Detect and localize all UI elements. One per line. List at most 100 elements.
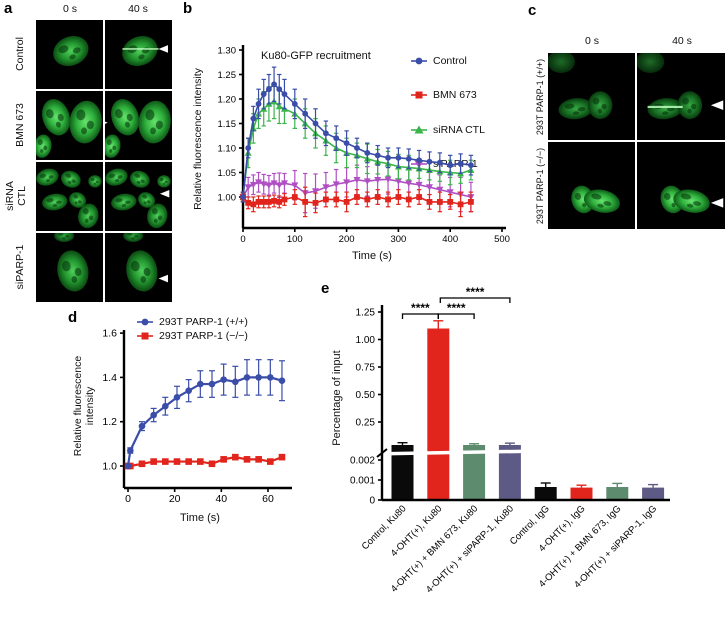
bar [534, 487, 557, 500]
nucleus-blob [126, 250, 158, 292]
cell-nucleus [138, 192, 156, 208]
nucleolus-spot [664, 192, 671, 200]
series-293t-parp-1- [124, 359, 286, 470]
nucleolus-spot [143, 201, 147, 205]
data-point-marker [416, 194, 423, 200]
data-point-marker [255, 374, 262, 381]
micrograph-background [637, 142, 725, 229]
series-line [242, 196, 472, 206]
data-point-marker [255, 456, 262, 463]
nucleolus-spot [71, 179, 76, 183]
micrograph-image [637, 53, 725, 140]
nucleolus-spot [72, 47, 81, 54]
cell-nucleus [78, 203, 99, 229]
bar [606, 487, 629, 500]
nucleolus-spot [597, 203, 604, 208]
nucleolus-spot [601, 103, 607, 110]
nucleolus-spot [55, 121, 61, 128]
nucleolus-spot [57, 233, 64, 236]
nucleus-blob [677, 91, 703, 120]
nucleus-blob [105, 168, 128, 186]
data-point-marker [260, 91, 267, 97]
cell-nucleus [583, 189, 620, 213]
nucleolus-spot [143, 267, 151, 276]
nucleolus-spot [597, 108, 603, 114]
data-point-marker [364, 150, 371, 156]
bar-category-label: 4-OHT(+) + BMN 673, Ku80 [389, 503, 480, 594]
data-point-marker [291, 101, 298, 107]
nucleolus-spot [662, 111, 669, 115]
data-point-marker [220, 376, 227, 383]
legend-label: 293T PARP-1 (−/−) [159, 330, 248, 342]
x-tick-label: 40 [215, 493, 227, 505]
micrograph-cell [36, 20, 103, 89]
data-point-marker [250, 115, 257, 122]
cell-nucleus [105, 134, 121, 158]
nucleolus-spot [164, 180, 168, 184]
data-point-marker [374, 152, 381, 159]
bar-category-label: Control, Ku80 [360, 503, 409, 552]
data-point-marker [265, 182, 273, 189]
micrograph-cell [105, 233, 172, 302]
nucleus-blob [88, 175, 102, 188]
y-tick-label: 1.10 [218, 143, 237, 154]
data-point-marker [239, 193, 247, 200]
data-point-marker [353, 176, 361, 184]
nucleolus-spot [574, 192, 582, 200]
data-point-marker [270, 97, 278, 105]
cell-nucleus [147, 203, 168, 229]
legend-label: BMN 673 [433, 89, 477, 101]
data-point-marker [322, 184, 330, 191]
panel-b-y-axis-label: Relative fluorescence intensity [192, 68, 204, 210]
panel-d-letter: d [68, 309, 78, 326]
nucleolus-spot [65, 173, 72, 178]
nucleus-blob [588, 91, 613, 120]
data-point-marker [275, 102, 283, 110]
nucleolus-spot [71, 276, 78, 283]
y-tick-label: 0.75 [356, 363, 376, 374]
bar-category-label: 4-OHT(+), Ku80 [389, 503, 445, 559]
micrograph-image [36, 233, 103, 302]
data-point-marker [276, 86, 283, 93]
bar-category-label: 4-OHT(+), IgG [537, 503, 588, 554]
nucleolus-spot [74, 267, 82, 276]
data-point-marker [322, 137, 330, 144]
data-point-marker [244, 149, 252, 156]
arrowhead-icon [158, 45, 168, 53]
micrograph-cell [548, 142, 635, 229]
y-tick-label: 1.25 [356, 308, 376, 319]
nucleolus-spot [125, 200, 131, 204]
data-point-marker [250, 201, 257, 208]
data-point-marker [243, 374, 251, 381]
series-line [128, 456, 283, 468]
y-tick-label: 1.15 [218, 119, 237, 130]
y-tick-label: 1.25 [218, 70, 237, 81]
micrograph-image [637, 142, 725, 229]
nucleolus-spot [146, 200, 151, 204]
x-tick-label: 200 [339, 234, 355, 245]
nucleolus-spot [67, 181, 72, 184]
data-point-marker [280, 105, 288, 112]
data-point-marker [468, 199, 474, 205]
data-point-marker [278, 453, 286, 461]
data-point-marker [150, 411, 157, 419]
data-point-marker [302, 110, 309, 117]
legend-marker-sirna-ctl-icon [411, 125, 427, 134]
nucleolus-spot [671, 202, 676, 208]
data-point-marker [384, 160, 392, 167]
data-point-marker [425, 184, 433, 191]
data-point-marker [363, 178, 371, 185]
x-tick-label: 400 [442, 234, 458, 245]
nucleolus-spot [61, 260, 71, 272]
cell-nucleus [588, 91, 613, 120]
series-bmn-673 [240, 186, 474, 218]
data-point-marker [260, 181, 268, 188]
nucleolus-spot [591, 193, 602, 200]
data-point-marker [374, 158, 382, 165]
nucleus-blob [42, 193, 68, 211]
cell-nucleus [558, 98, 594, 120]
y-tick-label: 0.50 [356, 390, 376, 401]
nucleolus-spot [37, 139, 43, 146]
data-point-marker [312, 199, 319, 206]
nucleolus-spot [138, 54, 145, 60]
